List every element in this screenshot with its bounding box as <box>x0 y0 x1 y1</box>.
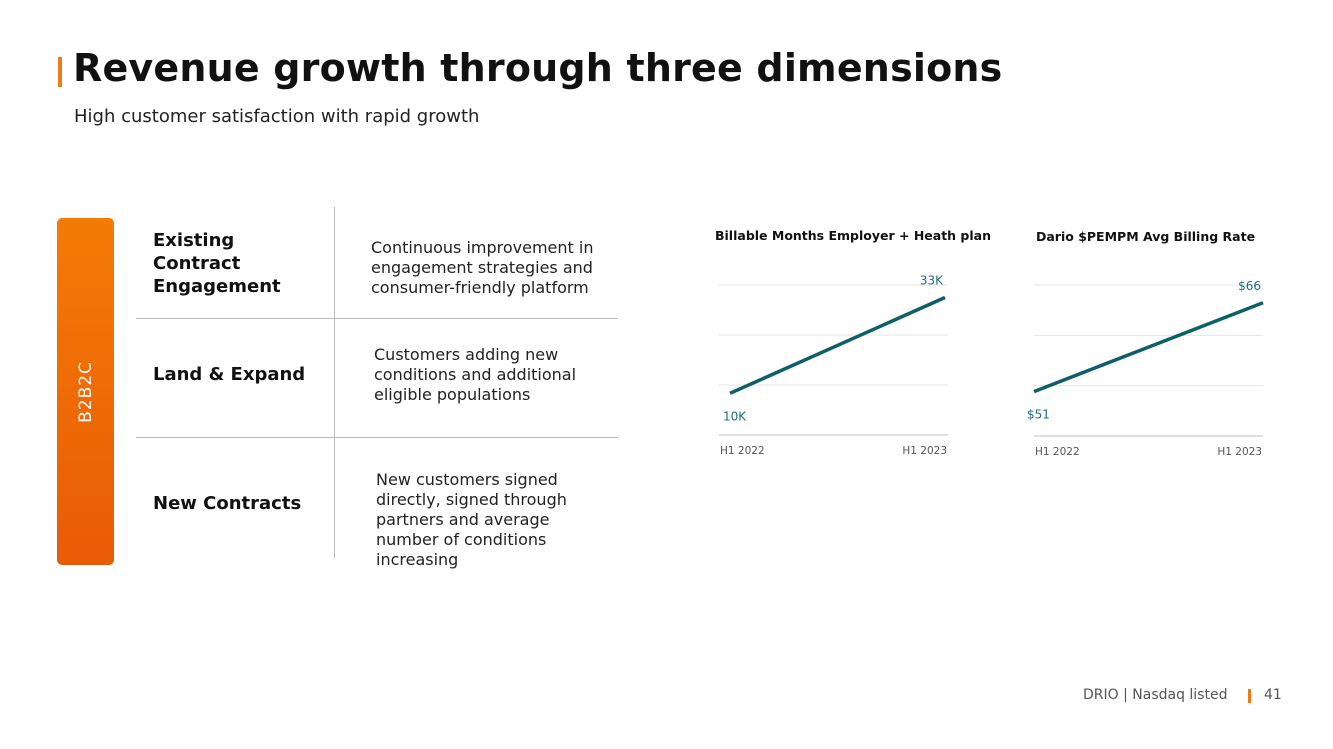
column-divider-1 <box>334 207 335 318</box>
footer-company: DRIO | Nasdaq listed <box>1083 687 1228 703</box>
data-label: 10K <box>723 409 747 423</box>
row-title-new-contracts: New Contracts <box>153 493 302 514</box>
chart-title-billable-months: Billable Months Employer + Heath plan <box>715 228 991 243</box>
x-tick-label: H1 2023 <box>902 445 947 457</box>
row-divider-1 <box>136 318 618 319</box>
footer-accent-bar <box>1248 689 1251 703</box>
data-label: 33K <box>920 274 944 288</box>
page-number: 41 <box>1264 687 1282 703</box>
x-tick-label: H1 2023 <box>1217 446 1262 458</box>
column-divider-3 <box>334 438 335 558</box>
data-label: $51 <box>1027 408 1050 422</box>
segment-label: B2B2C <box>75 360 96 423</box>
chart-title-billing-rate: Dario $PEMPM Avg Billing Rate <box>1036 229 1256 244</box>
row-divider-2 <box>136 437 618 438</box>
chart-billable-months: 10K 33K H1 2022 H1 2023 <box>719 274 948 457</box>
row-description-land-expand: Customers adding new conditions and addi… <box>374 345 577 404</box>
x-tick-label: H1 2022 <box>1035 446 1080 458</box>
segment-label-bar: B2B2C <box>57 218 114 565</box>
row-description-existing-contract-engagement: Continuous improvement in engagement str… <box>371 238 594 297</box>
page-subtitle: High customer satisfaction with rapid gr… <box>74 106 480 127</box>
column-divider-2 <box>334 319 335 437</box>
row-title-existing-contract-engagement: Existing Contract Engagement <box>153 230 281 297</box>
x-tick-label: H1 2022 <box>720 445 765 457</box>
series-line <box>1033 301 1264 394</box>
chart-billing-rate: $51 $66 H1 2022 H1 2023 <box>1027 279 1264 458</box>
data-label: $66 <box>1238 279 1261 293</box>
row-description-new-contracts: New customers signed directly, signed th… <box>376 470 567 569</box>
series-line <box>729 295 946 395</box>
page-title: Revenue growth through three dimensions <box>73 46 1003 90</box>
row-title-land-expand: Land & Expand <box>153 364 306 385</box>
title-accent-bar <box>58 57 62 87</box>
